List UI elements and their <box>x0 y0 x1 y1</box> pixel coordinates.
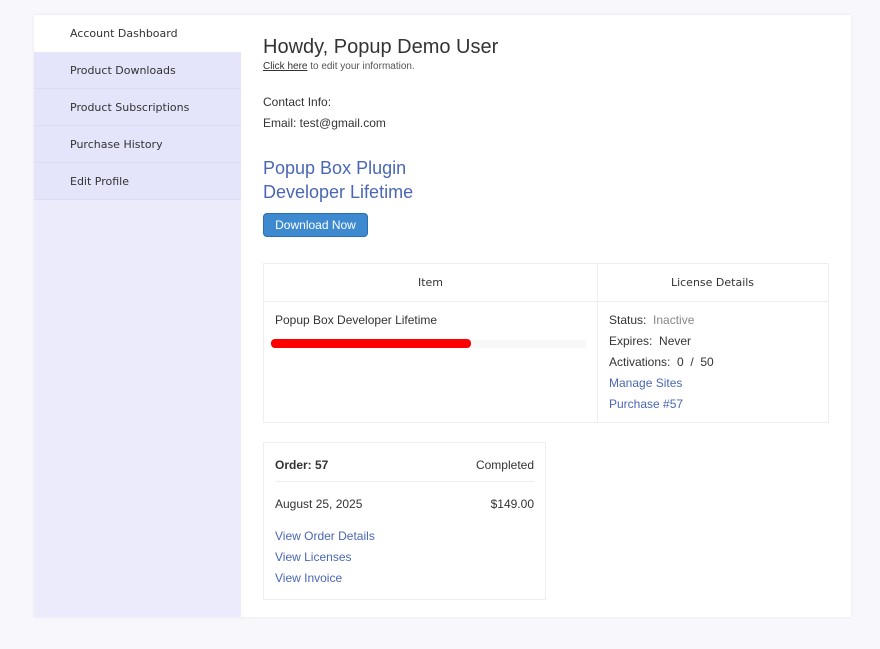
purchase-link[interactable]: Purchase #57 <box>609 397 684 411</box>
product-title-line1: Popup Box Plugin <box>263 158 407 178</box>
sidebar-item-product-downloads[interactable]: Product Downloads <box>34 52 241 89</box>
status-label: Status: <box>609 313 647 327</box>
expires-row: Expires: Never <box>609 334 691 348</box>
manage-sites-link[interactable]: Manage Sites <box>609 376 683 390</box>
edit-info-suffix: to edit your information. <box>307 61 415 72</box>
redaction-bar <box>271 339 471 348</box>
sidebar-item-account-dashboard[interactable]: Account Dashboard <box>34 15 241 52</box>
sidebar: Account Dashboard Product Downloads Prod… <box>34 15 241 617</box>
expires-value: Never <box>659 334 692 348</box>
column-divider <box>597 264 598 422</box>
product-title-line2: Developer Lifetime <box>263 182 414 202</box>
view-invoice-link[interactable]: View Invoice <box>275 571 343 585</box>
order-total: $149.00 <box>490 497 534 511</box>
download-now-button[interactable]: Download Now <box>263 213 368 237</box>
order-card: Order: 57 Completed August 25, 2025 $149… <box>263 442 546 600</box>
expires-label: Expires: <box>609 334 653 348</box>
status-value: Inactive <box>653 313 695 327</box>
order-date: August 25, 2025 <box>275 497 363 511</box>
order-divider <box>275 481 534 482</box>
activations-row: Activations: 0 / 50 <box>609 355 714 369</box>
activations-label: Activations: <box>609 355 671 369</box>
contact-email: Email: test@gmail.com <box>263 116 386 130</box>
header-item: Item <box>264 264 597 302</box>
page-title: Howdy, Popup Demo User <box>263 36 499 58</box>
product-title[interactable]: Popup Box Plugin Developer Lifetime <box>263 156 413 204</box>
contact-label: Contact Info: <box>263 95 332 109</box>
order-status: Completed <box>475 458 534 472</box>
view-order-details-link[interactable]: View Order Details <box>275 529 375 543</box>
order-number: Order: 57 <box>275 458 329 472</box>
sidebar-item-product-subscriptions[interactable]: Product Subscriptions <box>34 89 241 126</box>
edit-info-link[interactable]: Click here <box>263 61 308 72</box>
view-licenses-link[interactable]: View Licenses <box>275 550 352 564</box>
sidebar-item-purchase-history[interactable]: Purchase History <box>34 126 241 163</box>
activations-value: 0 / 50 <box>677 355 714 369</box>
edit-info-text: Click here to edit your information. <box>263 61 415 72</box>
status-row: Status: Inactive <box>609 313 694 327</box>
header-license-details: License Details <box>597 264 828 302</box>
sidebar-item-edit-profile[interactable]: Edit Profile <box>34 163 241 200</box>
license-table: Item License Details Popup Box Developer… <box>263 263 829 423</box>
redaction-bar-tail <box>471 340 586 348</box>
item-name: Popup Box Developer Lifetime <box>275 313 438 327</box>
